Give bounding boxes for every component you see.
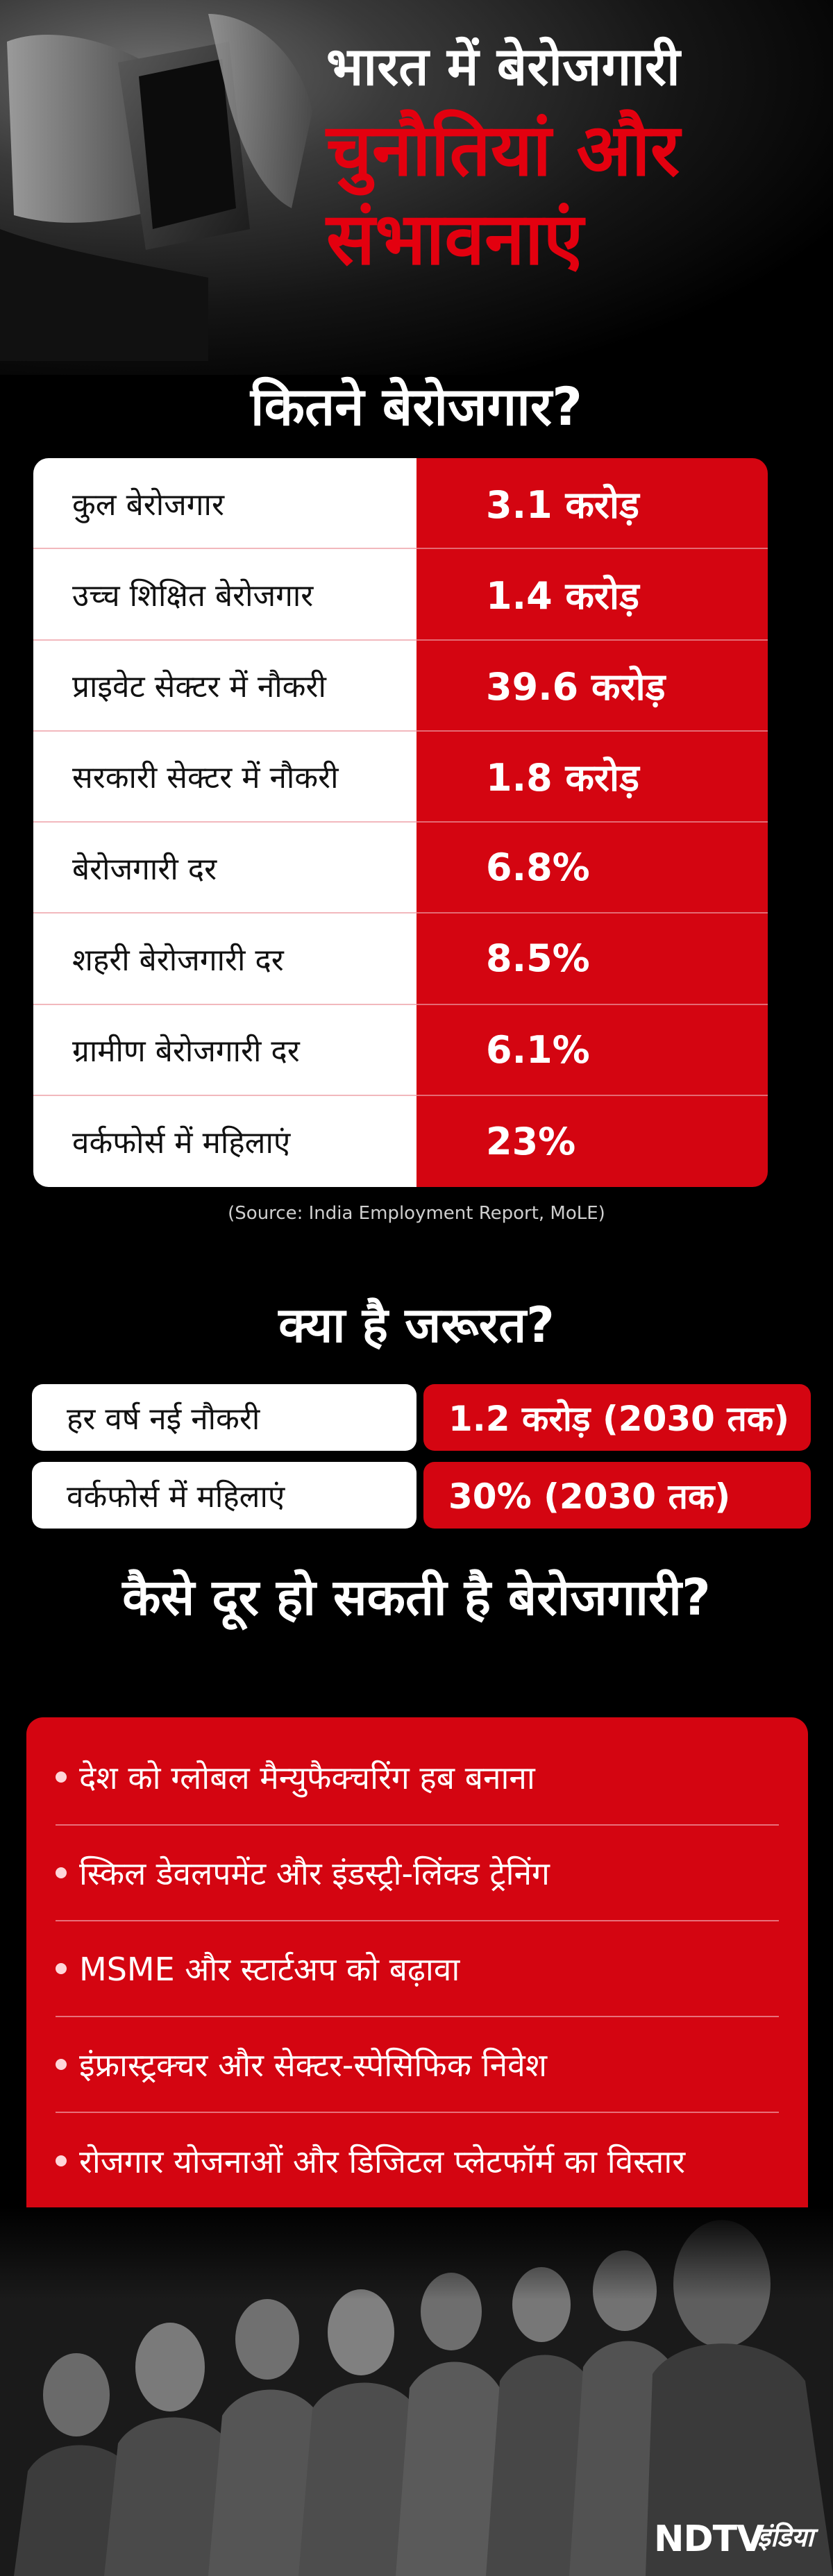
table-row: वर्कफोर्स में महिलाएं 23%	[33, 1095, 768, 1187]
source-note: (Source: India Employment Report, MoLE)	[228, 1203, 605, 1224]
ndtv-logo: NDTV इंडिया	[654, 2518, 814, 2563]
stat-value: 3.1 करोड़	[416, 458, 768, 550]
stat-label: प्राइवेट सेक्टर में नौकरी	[33, 640, 416, 732]
need-row: हर वर्ष नई नौकरी 1.2 करोड़ (2030 तक)	[32, 1384, 811, 1451]
solution-text: देश को ग्लोबल मैन्युफैक्चरिंग हब बनाना	[79, 1759, 535, 1796]
title-block: भारत में बेरोजगारी चुनौतियां और संभावनाए…	[326, 28, 805, 283]
page-subtitle-line1: चुनौतियां और	[326, 108, 680, 192]
list-item: देश को ग्लोबल मैन्युफैक्चरिंग हब बनाना	[56, 1730, 779, 1826]
page-title: भारत में बेरोजगारी	[326, 35, 680, 97]
stat-label: बेरोजगारी दर	[33, 823, 416, 914]
need-label: वर्कफोर्स में महिलाएं	[32, 1462, 416, 1529]
table-row: बेरोजगारी दर 6.8%	[33, 823, 768, 914]
bullet-icon	[56, 1867, 67, 1878]
list-item: रोजगार योजनाओं और डिजिटल प्लेटफॉर्म का व…	[56, 2113, 779, 2209]
bullet-icon	[56, 1771, 67, 1783]
bullet-icon	[56, 2059, 67, 2070]
table-row: ग्रामीण बेरोजगारी दर 6.1%	[33, 1004, 768, 1096]
logo-main-text: NDTV	[654, 2518, 764, 2560]
list-item: MSME और स्टार्टअप को बढ़ावा	[56, 1921, 779, 2017]
stats-heading: कितने बेरोजगार?	[250, 376, 583, 437]
stat-label: शहरी बेरोजगारी दर	[33, 914, 416, 1005]
stat-value: 1.4 करोड़	[416, 549, 768, 641]
solution-text: MSME और स्टार्टअप को बढ़ावा	[79, 1951, 460, 1988]
table-row: उच्च शिक्षित बेरोजगार 1.4 करोड़	[33, 549, 768, 641]
stat-value: 8.5%	[416, 914, 768, 1005]
table-row: शहरी बेरोजगारी दर 8.5%	[33, 914, 768, 1005]
stat-label: कुल बेरोजगार	[33, 458, 416, 550]
list-item: स्किल डेवलपमेंट और इंडस्ट्री-लिंक्ड ट्रे…	[56, 1826, 779, 1921]
bullet-icon	[56, 2155, 67, 2166]
page-subtitle-line2: संभावनाएं	[326, 196, 584, 281]
solutions-list: देश को ग्लोबल मैन्युफैक्चरिंग हब बनाना स…	[26, 1717, 808, 2253]
solution-text: स्किल डेवलपमेंट और इंडस्ट्री-लिंक्ड ट्रे…	[79, 1855, 550, 1892]
needs-heading: क्या है जरूरत?	[278, 1297, 555, 1354]
bullet-icon	[56, 1963, 67, 1974]
need-row: वर्कफोर्स में महिलाएं 30% (2030 तक)	[32, 1462, 811, 1529]
need-value: 30% (2030 तक)	[423, 1462, 811, 1529]
logo-sub-text: इंडिया	[757, 2522, 814, 2552]
crowd-photo	[0, 2207, 833, 2576]
stat-value: 1.8 करोड़	[416, 731, 768, 823]
stat-value: 6.8%	[416, 823, 768, 914]
list-item: इंफ्रास्ट्रक्चर और सेक्टर-स्पेसिफिक निवे…	[56, 2017, 779, 2113]
need-label: हर वर्ष नई नौकरी	[32, 1384, 416, 1451]
stat-value: 6.1%	[416, 1004, 768, 1096]
stats-table: कुल बेरोजगार 3.1 करोड़ उच्च शिक्षित बेरो…	[33, 458, 768, 1187]
stat-label: ग्रामीण बेरोजगारी दर	[33, 1004, 416, 1096]
solution-text: रोजगार योजनाओं और डिजिटल प्लेटफॉर्म का व…	[79, 2143, 686, 2180]
table-row: सरकारी सेक्टर में नौकरी 1.8 करोड़	[33, 731, 768, 823]
empty-wallet-photo	[0, 14, 312, 361]
header: भारत में बेरोजगारी चुनौतियां और संभावनाए…	[0, 0, 833, 375]
stat-label: वर्कफोर्स में महिलाएं	[33, 1095, 416, 1187]
stat-label: उच्च शिक्षित बेरोजगार	[33, 549, 416, 641]
stat-value: 23%	[416, 1095, 768, 1187]
solutions-heading: कैसे दूर हो सकती है बेरोजगारी?	[122, 1568, 711, 1626]
solution-text: इंफ्रास्ट्रक्चर और सेक्टर-स्पेसिफिक निवे…	[79, 2046, 548, 2084]
stat-value: 39.6 करोड़	[416, 640, 768, 732]
need-value: 1.2 करोड़ (2030 तक)	[423, 1384, 811, 1451]
table-row: कुल बेरोजगार 3.1 करोड़	[33, 458, 768, 550]
stat-label: सरकारी सेक्टर में नौकरी	[33, 731, 416, 823]
table-row: प्राइवेट सेक्टर में नौकरी 39.6 करोड़	[33, 640, 768, 732]
